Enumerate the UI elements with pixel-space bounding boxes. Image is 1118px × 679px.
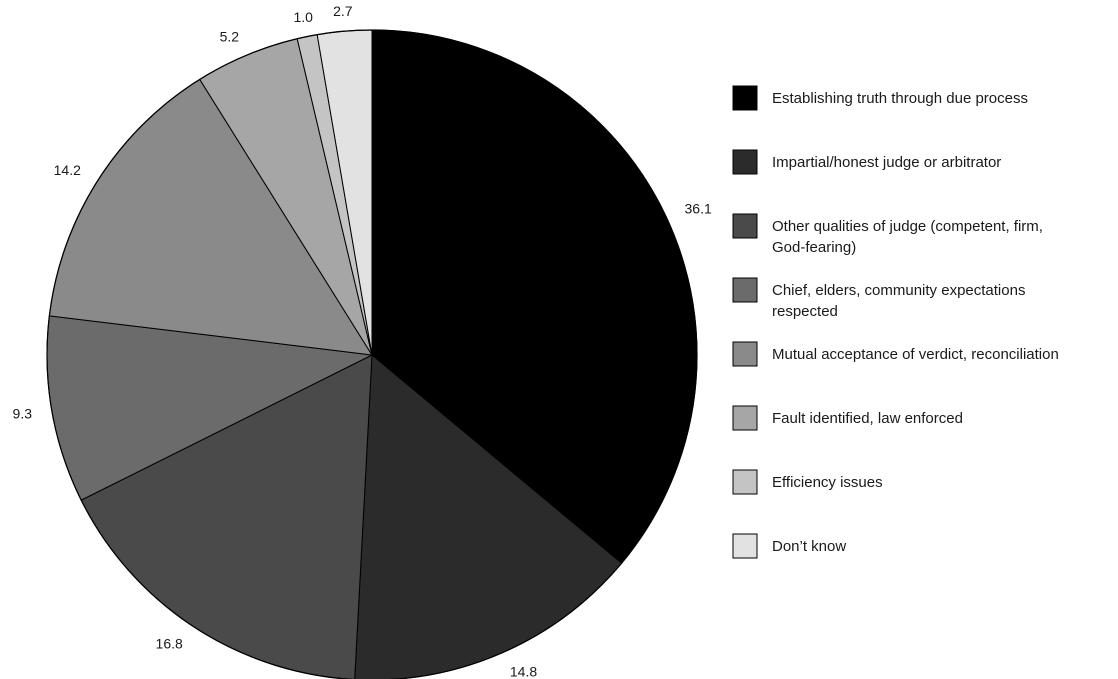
slice-value-label-8: 2.7: [333, 3, 353, 19]
legend-swatch-4: [732, 277, 758, 303]
legend-swatch-8: [732, 533, 758, 559]
legend: Establishing truth through due process Im…: [732, 85, 1059, 559]
pie-slices: [46, 29, 698, 679]
legend-swatch-7: [732, 469, 758, 495]
slice-value-labels: 36.1 14.8 16.8 9.3 14.2 5.2 1.0 2.7: [13, 3, 712, 679]
pie-outline: [46, 29, 698, 679]
legend-swatch-1: [732, 85, 758, 111]
legend-swatch-5: [732, 341, 758, 367]
legend-label-7: Efficiency issues: [772, 474, 883, 491]
legend-label-8: Don’t know: [772, 538, 846, 555]
legend-swatch-3: [732, 213, 758, 239]
slice-value-label-2: 14.8: [510, 663, 537, 679]
legend-item-3: Other qualities of judge (competent, fir…: [732, 213, 1043, 256]
legend-item-7: Efficiency issues: [732, 469, 883, 495]
legend-item-6: Fault identified, law enforced: [732, 405, 963, 431]
legend-label-6: Fault identified, law enforced: [772, 410, 963, 427]
slice-value-label-3: 16.8: [156, 636, 183, 652]
legend-item-1: Establishing truth through due process: [732, 85, 1028, 111]
slice-value-label-5: 14.2: [54, 162, 81, 178]
legend-item-8: Don’t know: [732, 533, 846, 559]
legend-label-4: Chief, elders, community expectations res…: [772, 282, 1025, 320]
slice-value-label-6: 5.2: [220, 29, 240, 45]
legend-label-3: Other qualities of judge (competent, fir…: [772, 218, 1043, 256]
slice-value-label-4: 9.3: [13, 406, 33, 422]
slice-value-label-7: 1.0: [293, 9, 313, 25]
legend-item-4: Chief, elders, community expectations res…: [732, 277, 1025, 320]
legend-label-1: Establishing truth through due process: [772, 90, 1028, 107]
legend-swatch-6: [732, 405, 758, 431]
legend-label-5: Mutual acceptance of verdict, reconcilia…: [772, 346, 1059, 363]
slice-value-label-1: 36.1: [685, 201, 712, 217]
legend-swatch-2: [732, 149, 758, 175]
legend-label-2: Impartial/honest judge or arbitrator: [772, 154, 1001, 171]
legend-item-5: Mutual acceptance of verdict, reconcilia…: [732, 341, 1059, 367]
legend-item-2: Impartial/honest judge or arbitrator: [732, 149, 1001, 175]
